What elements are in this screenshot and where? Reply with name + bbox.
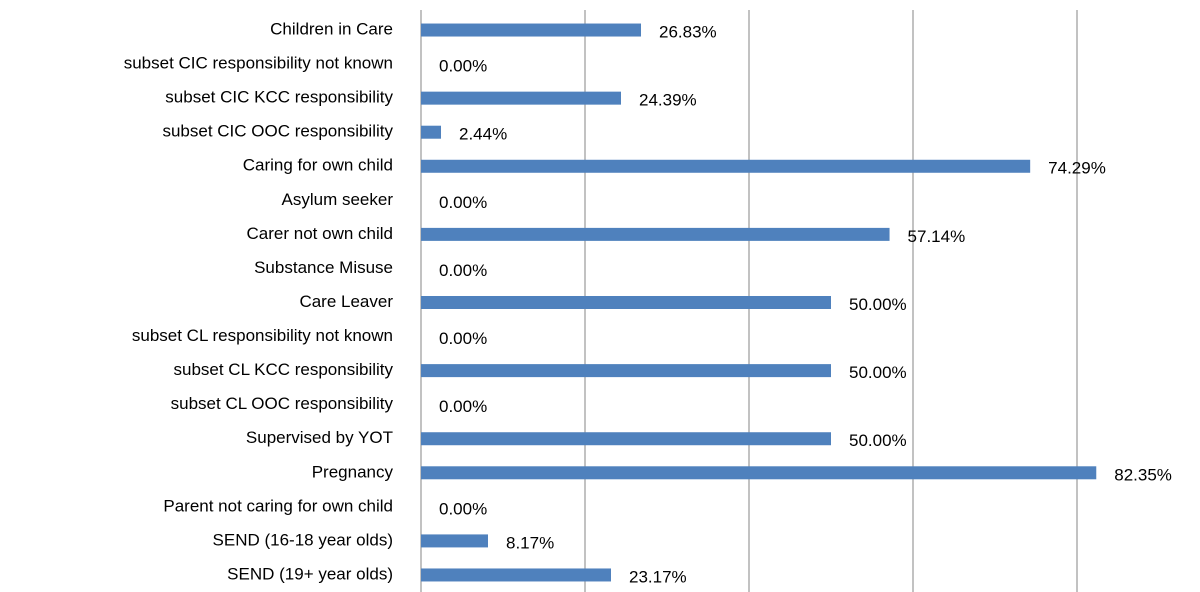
bar (421, 227, 890, 241)
category-label: Substance Misuse (254, 258, 393, 277)
category-label: subset CIC OOC responsibility (162, 122, 393, 141)
category-label: Caring for own child (243, 156, 393, 175)
value-label: 0.00% (439, 57, 487, 76)
bar (421, 296, 831, 309)
category-label: Care Leaver (299, 292, 393, 311)
category-label: Pregnancy (312, 462, 394, 481)
value-label: 82.35% (1114, 465, 1172, 484)
bar (421, 23, 642, 37)
category-label: SEND (16-18 year olds) (213, 530, 393, 549)
bar (421, 568, 611, 582)
value-label: 0.00% (439, 499, 487, 518)
bar (421, 432, 831, 446)
value-label: 74.29% (1048, 159, 1106, 178)
bar (421, 91, 621, 105)
category-label: Asylum seeker (282, 190, 394, 209)
value-label: 23.17% (629, 567, 687, 586)
value-label: 0.00% (439, 397, 487, 416)
value-label: 0.00% (439, 261, 487, 280)
category-label: subset CL KCC responsibility (173, 360, 393, 379)
category-label: SEND (19+ year olds) (227, 564, 393, 583)
value-label: 50.00% (849, 295, 907, 314)
value-label: 50.00% (849, 431, 907, 450)
value-label: 0.00% (439, 193, 487, 212)
bar (421, 534, 488, 548)
bar (421, 364, 831, 378)
category-label: subset CIC KCC responsibility (165, 88, 393, 107)
value-label: 8.17% (506, 533, 554, 552)
value-label: 24.39% (639, 91, 697, 110)
category-label: Carer not own child (247, 224, 393, 243)
value-label: 0.00% (439, 329, 487, 348)
category-label: Children in Care (270, 20, 393, 39)
value-label: 57.14% (908, 227, 966, 246)
bar (421, 159, 1031, 173)
category-label: subset CL OOC responsibility (171, 394, 394, 413)
bar (421, 125, 442, 139)
value-label: 2.44% (459, 125, 507, 144)
category-label: subset CL responsibility not known (132, 326, 393, 345)
bar (421, 466, 1097, 480)
category-label: Supervised by YOT (246, 428, 393, 447)
value-label: 50.00% (849, 363, 907, 382)
value-label: 26.83% (659, 23, 717, 42)
category-label: Parent not caring for own child (163, 496, 393, 515)
category-label: subset CIC responsibility not known (124, 54, 393, 73)
